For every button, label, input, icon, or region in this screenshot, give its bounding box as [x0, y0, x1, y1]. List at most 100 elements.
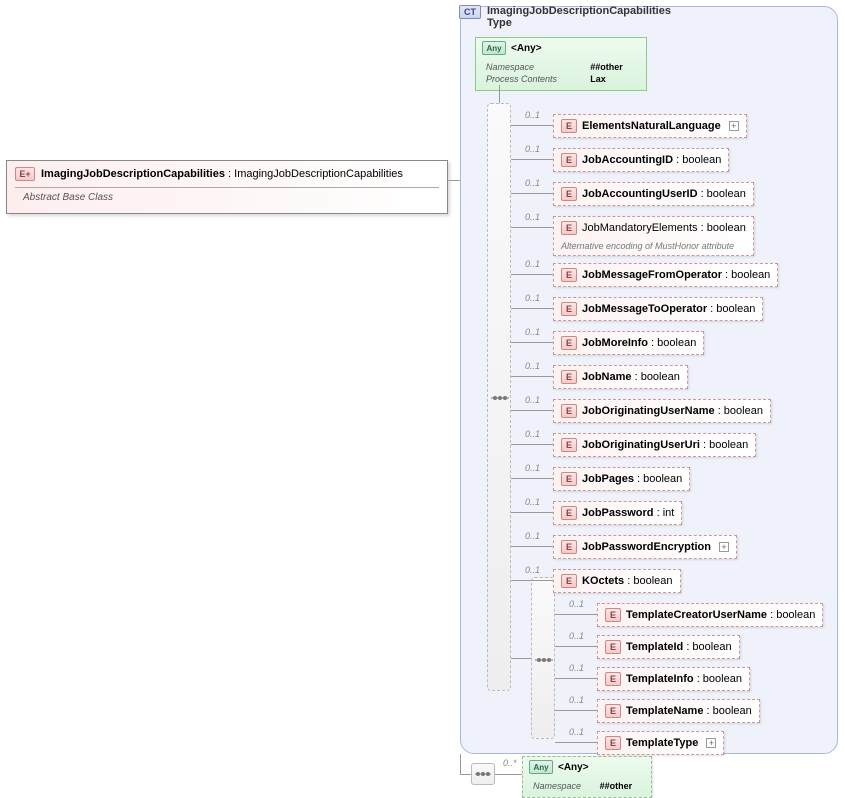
bottom-any-body: Namespace ##other: [523, 777, 651, 797]
connector: [448, 180, 460, 181]
any-icon: Any: [482, 41, 506, 55]
element-icon: E: [561, 506, 577, 520]
occurs-label: 0..1: [525, 429, 540, 439]
occurs-label: 0..1: [525, 178, 540, 188]
schema-element[interactable]: EJobAccountingID : boolean: [553, 148, 729, 172]
element-icon: E: [605, 640, 621, 654]
sequence-compositor: [487, 103, 511, 691]
connector: [511, 342, 553, 343]
bottom-any-header: Any <Any>: [523, 757, 651, 777]
complex-type-panel: CT ImagingJobDescriptionCapabilities Typ…: [460, 6, 838, 754]
any-label: <Any>: [511, 43, 542, 54]
sequence-icon: [473, 767, 493, 781]
any-body: Namespace ##other Process Contents Lax: [476, 58, 646, 90]
expand-icon[interactable]: +: [706, 738, 716, 748]
element-icon: E: [561, 404, 577, 418]
any-ns-value: ##other: [590, 62, 623, 72]
element-annotation: Alternative encoding of MustHonor attrib…: [554, 239, 753, 255]
connector: [555, 710, 597, 711]
element-icon: E: [561, 370, 577, 384]
any-pc-label: Process Contents: [484, 74, 586, 84]
ct-header: CT ImagingJobDescriptionCapabilities Typ…: [459, 5, 671, 29]
connector: [460, 774, 471, 775]
schema-element[interactable]: EJobPasswordEncryption+: [553, 535, 737, 559]
connector: [511, 125, 553, 126]
element-plus-icon: E+: [15, 167, 35, 181]
schema-element[interactable]: EJobAccountingUserID : boolean: [553, 182, 754, 206]
connector: [495, 774, 522, 775]
connector: [555, 742, 597, 743]
connector: [460, 754, 461, 774]
occurs-label: 0..1: [525, 565, 540, 575]
connector: [511, 658, 531, 659]
expand-icon[interactable]: +: [729, 121, 739, 131]
connector: [511, 546, 553, 547]
bottom-any-ns-value: ##other: [600, 781, 633, 791]
element-icon: E: [561, 153, 577, 167]
schema-element[interactable]: ETemplateId : boolean: [597, 635, 740, 659]
connector: [555, 678, 597, 679]
root-element-type: ImagingJobDescriptionCapabilities: [234, 168, 403, 180]
schema-element[interactable]: ETemplateCreatorUserName : boolean: [597, 603, 823, 627]
bottom-any-label: <Any>: [558, 762, 589, 773]
bottom-any-ns-label: Namespace: [531, 781, 596, 791]
connector: [511, 227, 553, 228]
connector: [511, 580, 553, 581]
occurs-label: 0..1: [525, 212, 540, 222]
schema-element[interactable]: EJobPassword : int: [553, 501, 682, 525]
schema-element[interactable]: EJobMessageToOperator : boolean: [553, 297, 763, 321]
schema-element[interactable]: ETemplateInfo : boolean: [597, 667, 750, 691]
schema-element[interactable]: ETemplateName : boolean: [597, 699, 760, 723]
element-icon: E: [561, 574, 577, 588]
schema-element[interactable]: EJobName : boolean: [553, 365, 688, 389]
element-icon: E: [561, 336, 577, 350]
inner-sequence-compositor: [531, 577, 555, 739]
connector: [555, 646, 597, 647]
connector: [511, 193, 553, 194]
any-table: Namespace ##other Process Contents Lax: [482, 60, 640, 86]
ct-title-wrap: ImagingJobDescriptionCapabilities Type: [487, 5, 671, 29]
schema-element[interactable]: EElementsNaturalLanguage+: [553, 114, 747, 138]
connector: [511, 444, 553, 445]
schema-element[interactable]: ETemplateType+: [597, 731, 724, 755]
occurs-label: 0..1: [525, 463, 540, 473]
ct-title-line2: Type: [487, 17, 671, 29]
connector: [511, 512, 553, 513]
connector: [499, 85, 500, 103]
element-icon: E: [561, 302, 577, 316]
connector: [511, 274, 553, 275]
element-icon: E: [561, 540, 577, 554]
schema-element[interactable]: EJobOriginatingUserUri : boolean: [553, 433, 756, 457]
occurs-label: 0..1: [525, 327, 540, 337]
schema-element[interactable]: EJobMoreInfo : boolean: [553, 331, 704, 355]
any-pc-value: Lax: [590, 74, 606, 84]
element-icon: E: [561, 438, 577, 452]
occurs-label: 0..1: [569, 727, 584, 737]
sequence-icon: [533, 652, 555, 668]
occurs-label: 0..1: [525, 361, 540, 371]
element-icon: E: [561, 221, 577, 235]
root-element-box: E+ ImagingJobDescriptionCapabilities : I…: [6, 160, 448, 214]
bottom-sequence-compositor: [471, 763, 495, 785]
any-header: Any <Any>: [476, 38, 646, 58]
occurs-label: 0..1: [569, 631, 584, 641]
any-ns-label: Namespace: [484, 62, 586, 72]
connector: [555, 614, 597, 615]
schema-element[interactable]: EJobPages : boolean: [553, 467, 690, 491]
schema-element[interactable]: EKOctets : boolean: [553, 569, 681, 593]
element-icon: E: [561, 268, 577, 282]
schema-element[interactable]: EJobMandatoryElements : booleanAlternati…: [553, 216, 754, 256]
connector: [511, 376, 553, 377]
schema-element[interactable]: EJobMessageFromOperator : boolean: [553, 263, 778, 287]
occurs-label: 0..1: [525, 531, 540, 541]
occurs-label: 0..*: [503, 758, 517, 768]
schema-element[interactable]: EJobOriginatingUserName : boolean: [553, 399, 771, 423]
expand-icon[interactable]: +: [719, 542, 729, 552]
occurs-label: 0..1: [569, 663, 584, 673]
root-element-annotation: Abstract Base Class: [15, 187, 439, 209]
occurs-label: 0..1: [569, 695, 584, 705]
connector: [511, 478, 553, 479]
element-icon: E: [605, 608, 621, 622]
sequence-icon: [489, 390, 511, 406]
bottom-any-block: Any <Any> Namespace ##other: [522, 756, 652, 798]
